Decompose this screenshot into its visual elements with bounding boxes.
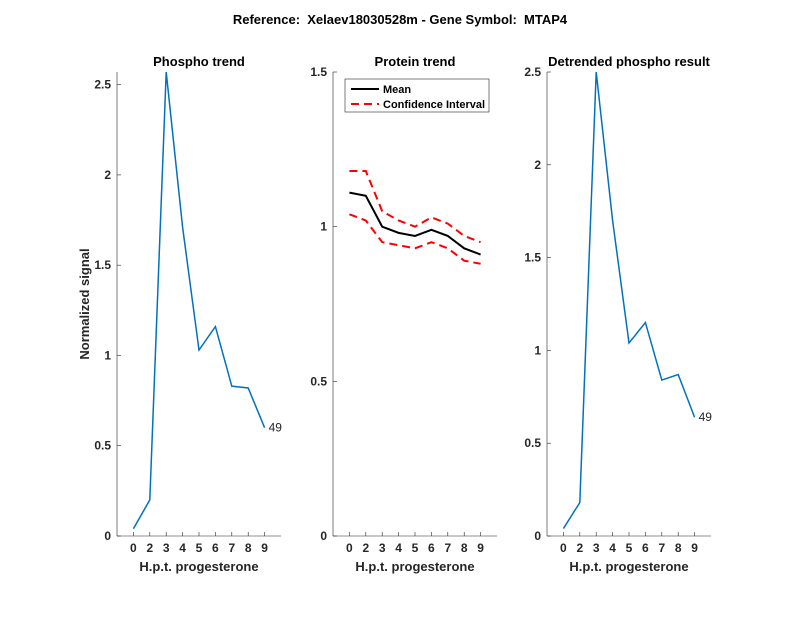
- x-tick-label: 5: [626, 541, 633, 555]
- y-tick-label: 0.5: [94, 439, 111, 453]
- x-axis-label: H.p.t. progesterone: [569, 559, 688, 574]
- panel-title: Detrended phospho result: [548, 54, 710, 69]
- x-tick-label: 3: [379, 541, 386, 555]
- y-tick-label: 0: [104, 529, 111, 543]
- y-tick-label: 2.5: [524, 65, 541, 79]
- legend-label: Confidence Interval: [383, 99, 485, 111]
- x-tick-label: 8: [245, 541, 252, 555]
- x-tick-label: 8: [461, 541, 468, 555]
- y-tick-label: 1.5: [94, 258, 111, 272]
- x-tick-label: 3: [593, 541, 600, 555]
- x-tick-label: 2: [362, 541, 369, 555]
- series-annotation: 49: [699, 410, 713, 424]
- series-line-1: [132, 71, 266, 530]
- y-tick-label: 2.5: [94, 78, 111, 92]
- y-tick-label: 2: [104, 168, 111, 182]
- x-tick-label: 0: [560, 541, 567, 555]
- x-axis-label: H.p.t. progesterone: [139, 559, 258, 574]
- figure-title: Reference: Xelaev18030528m - Gene Symbol…: [233, 12, 568, 27]
- x-tick-label: 9: [691, 541, 698, 555]
- series-line-1: [349, 191, 481, 256]
- legend: Mean Confidence Interval: [344, 78, 490, 113]
- x-tick-label: 9: [261, 541, 268, 555]
- x-tick-label: 8: [675, 541, 682, 555]
- series-line-2: [349, 169, 481, 244]
- x-tick-label: 6: [428, 541, 435, 555]
- x-tick-label: 5: [412, 541, 419, 555]
- x-tick-label: 9: [477, 541, 484, 555]
- y-axis-label: Normalized signal: [77, 248, 92, 359]
- panel-title: Phospho trend: [153, 54, 245, 69]
- x-tick-label: 6: [642, 541, 649, 555]
- x-tick-label: 0: [130, 541, 137, 555]
- series-line-3: [349, 213, 481, 265]
- x-tick-label: 7: [658, 541, 665, 555]
- x-tick-label: 5: [196, 541, 203, 555]
- x-tick-label: 0: [346, 541, 353, 555]
- y-tick-label: 0: [320, 529, 327, 543]
- y-tick-label: 1: [320, 220, 327, 234]
- y-tick-label: 2: [534, 158, 541, 172]
- x-tick-label: 3: [163, 541, 170, 555]
- y-tick-label: 0.5: [524, 436, 541, 450]
- x-tick-label: 2: [146, 541, 153, 555]
- y-tick-label: 1: [534, 343, 541, 357]
- panel-title: Protein trend: [375, 54, 456, 69]
- x-tick-label: 4: [609, 541, 616, 555]
- x-axis-label: H.p.t. progesterone: [355, 559, 474, 574]
- x-tick-label: 4: [395, 541, 402, 555]
- x-tick-label: 6: [212, 541, 219, 555]
- x-tick-label: 4: [179, 541, 186, 555]
- y-tick-label: 0.5: [310, 374, 327, 388]
- y-tick-label: 1: [104, 348, 111, 362]
- x-tick-label: 7: [228, 541, 235, 555]
- series-line-1: [562, 71, 696, 529]
- x-tick-label: 2: [576, 541, 583, 555]
- legend-box: [344, 78, 490, 113]
- series-annotation: 49: [269, 421, 283, 435]
- legend-label: Mean: [383, 84, 411, 96]
- x-tick-label: 7: [444, 541, 451, 555]
- y-tick-label: 0: [534, 529, 541, 543]
- y-tick-label: 1.5: [524, 251, 541, 265]
- y-tick-label: 1.5: [310, 65, 327, 79]
